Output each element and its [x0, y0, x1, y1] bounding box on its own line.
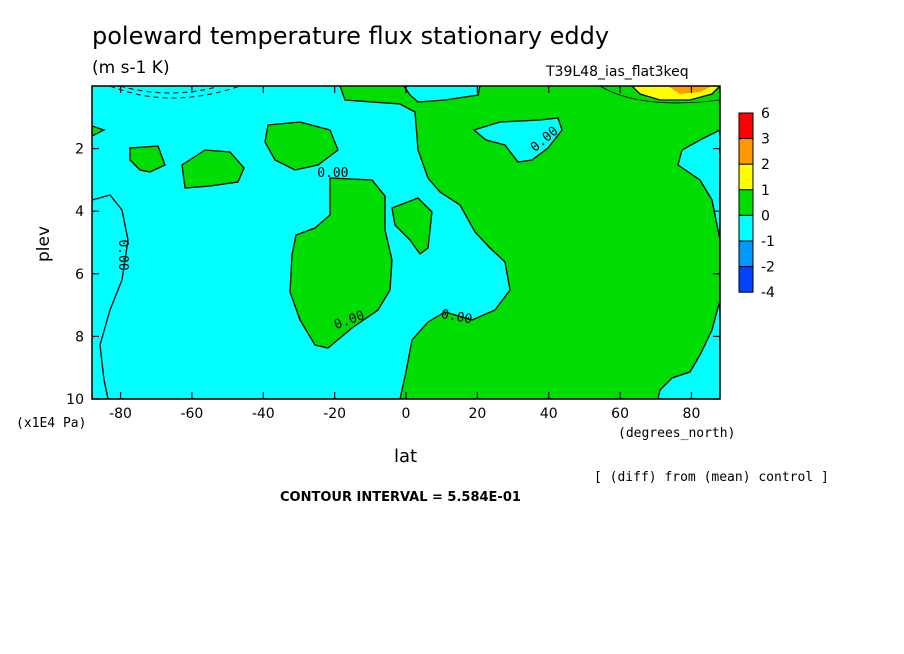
- contour-interval-note: CONTOUR INTERVAL = 5.584E-01: [280, 490, 521, 505]
- negative-region-north: [657, 129, 720, 399]
- positive-blob-3: [129, 145, 166, 173]
- y-tick-label: 6: [75, 267, 84, 283]
- contour-label: 0.00: [317, 166, 348, 181]
- colorbar-level-label: -4: [761, 285, 775, 301]
- x-tick-label: -40: [252, 406, 275, 422]
- y-tick-label: 2: [75, 142, 84, 158]
- y-tick-label: 4: [75, 204, 84, 220]
- positive-sliver-left: [92, 125, 106, 137]
- positive-blob-5: [391, 197, 433, 255]
- dashed-contour-1: [109, 86, 241, 99]
- run-label: T39L48_ias_flat3keq: [546, 64, 689, 80]
- colorbar-level-label: 1: [761, 183, 770, 199]
- colorbar-level-label: -2: [761, 260, 775, 276]
- y-tick-label: 10: [66, 392, 84, 408]
- contour-label: 0.00: [115, 239, 130, 270]
- x-axis-label: lat: [394, 446, 418, 467]
- chart-units: (m s-1 K): [92, 58, 170, 78]
- negative-blob-north: [472, 117, 563, 163]
- colorbar-level-label: 6: [761, 106, 770, 122]
- colorbar-swatch: [738, 189, 754, 216]
- x-tick-label: -20: [323, 406, 346, 422]
- colorbar-swatch: [738, 112, 754, 140]
- colorbar-swatch: [738, 163, 754, 191]
- positive-blob-1: [264, 121, 339, 171]
- x-tick-label: 0: [402, 406, 411, 422]
- colorbar-level-label: 2: [761, 157, 770, 173]
- negative-region-top: [403, 86, 481, 103]
- y-tick-label: 8: [75, 329, 84, 345]
- x-tick-label: 40: [540, 406, 558, 422]
- x-axis-units: (degrees_north): [618, 426, 736, 441]
- x-tick-label: 80: [683, 406, 701, 422]
- colorbar-swatch: [738, 214, 754, 242]
- colorbar-swatch: [738, 240, 754, 268]
- thin-contour-top-right: [599, 86, 720, 104]
- x-tick-label: 20: [468, 406, 486, 422]
- colorbar-swatch: [738, 138, 754, 165]
- dashed-contour-2: [119, 86, 221, 94]
- diff-note: [ (diff) from (mean) control ]: [594, 470, 829, 485]
- chart-title: poleward temperature flux stationary edd…: [92, 22, 610, 50]
- contour-label: 0.00: [440, 307, 473, 327]
- positive-blob-2: [181, 149, 245, 189]
- colorbar-level-label: -1: [761, 234, 775, 250]
- positive-higher-region: [668, 86, 712, 94]
- x-tick-label: 60: [611, 406, 629, 422]
- x-tick-label: -80: [109, 406, 132, 422]
- x-tick-label: -60: [180, 406, 203, 422]
- positive-blob-4: [289, 177, 393, 349]
- negative-region-left: [92, 194, 129, 399]
- colorbar-level-label: 0: [761, 208, 770, 224]
- y-axis-units: (x1E4 Pa): [16, 416, 87, 431]
- colorbar-swatch: [738, 266, 754, 293]
- colorbar-level-label: 3: [761, 132, 770, 148]
